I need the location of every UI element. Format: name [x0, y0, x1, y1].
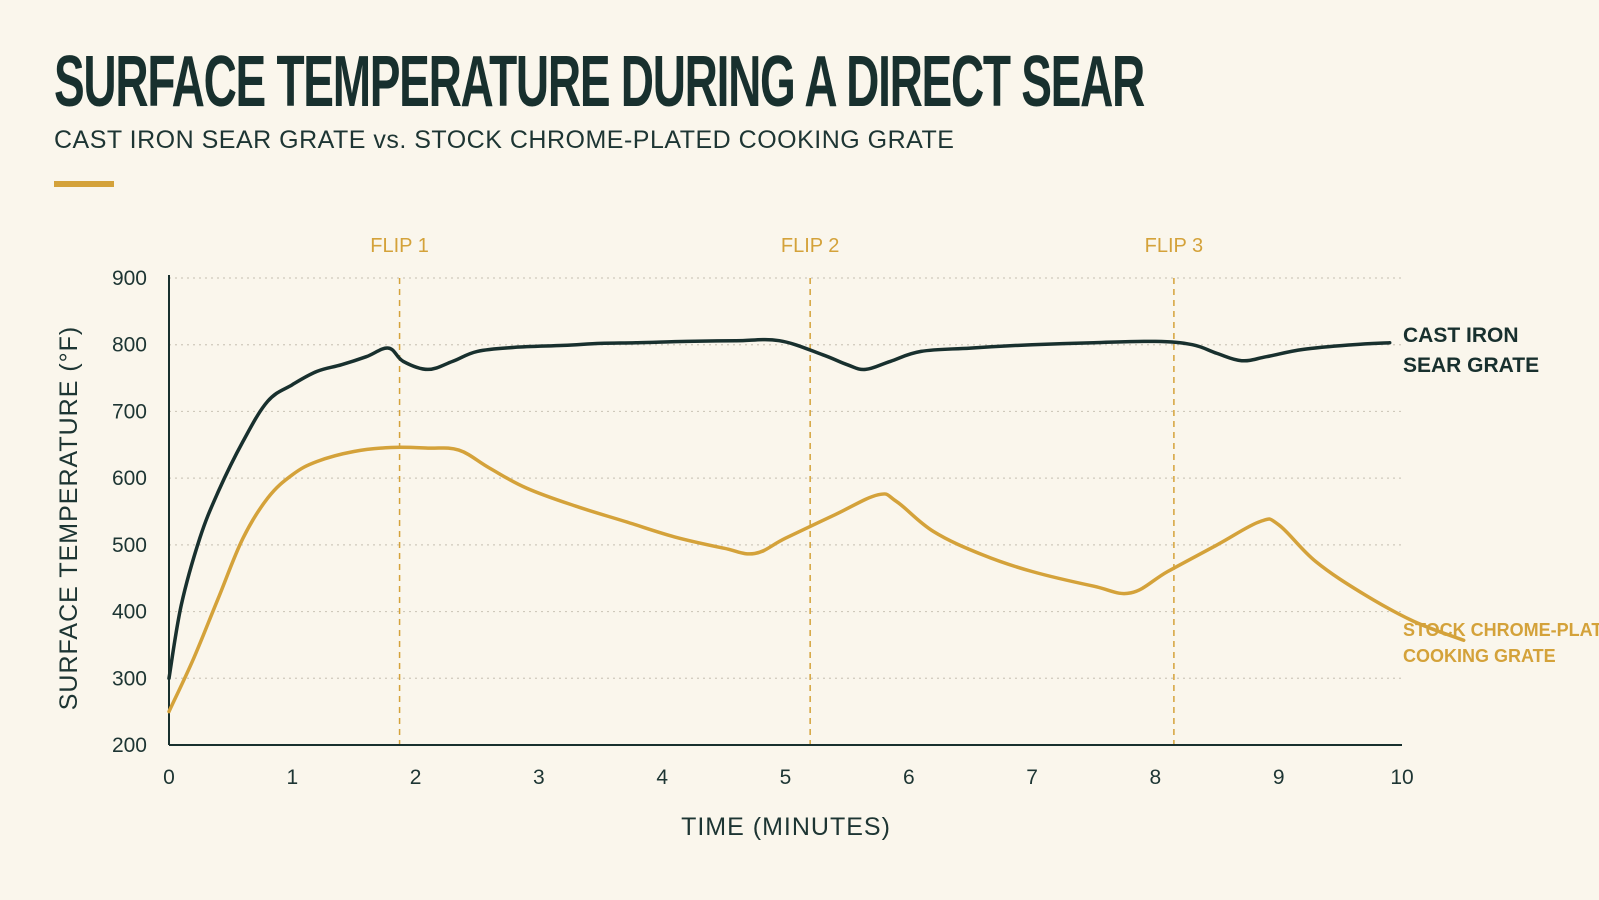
accent-bar [54, 181, 114, 187]
series-lines [167, 337, 1466, 714]
flip-markers: FLIP 1 FLIP 2 FLIP 3 [370, 235, 1203, 745]
y-tick-labels: 200 300 400 500 600 700 800 900 [112, 267, 147, 757]
y-axis-label: SURFACE TEMPERATURE (°F) [55, 326, 83, 711]
x-tick-label: 7 [1026, 766, 1038, 789]
x-tick-label: 2 [410, 766, 422, 789]
y-tick-label: 400 [112, 601, 147, 624]
x-tick-label: 9 [1273, 766, 1285, 789]
x-tick-label: 10 [1390, 766, 1413, 789]
y-tick-label: 200 [112, 734, 147, 757]
x-tick-label: 5 [780, 766, 792, 789]
legend-chrome-grate-line: STOCK CHROME-PLATED [1403, 620, 1599, 640]
legend: CAST IRON SEAR GRATE STOCK CHROME-PLATED CO… [1403, 324, 1599, 666]
legend-chrome-grate-line: COOKING GRATE [1403, 646, 1556, 666]
x-tick-label: 4 [656, 766, 668, 789]
y-tick-label: 600 [112, 467, 147, 490]
flip-label: FLIP 3 [1145, 235, 1204, 257]
y-tick-label: 500 [112, 534, 147, 557]
x-tick-labels: 0 1 2 3 4 5 6 7 8 9 10 [163, 766, 1414, 789]
legend-cast-iron-line: CAST IRON [1403, 324, 1519, 347]
x-tick-label: 1 [286, 766, 298, 789]
y-tick-label: 700 [112, 400, 147, 423]
chart-subtitle: CAST IRON SEAR GRATE vs. STOCK CHROME-PL… [54, 126, 954, 154]
legend-cast-iron-line: SEAR GRATE [1403, 354, 1539, 377]
y-tick-label: 800 [112, 334, 147, 357]
chrome-grate-series-line [167, 445, 1466, 714]
y-tick-label: 300 [112, 667, 147, 690]
y-tick-label: 900 [112, 267, 147, 290]
x-tick-label: 3 [533, 766, 545, 789]
x-tick-label: 8 [1150, 766, 1162, 789]
axes [168, 275, 1402, 746]
x-tick-label: 6 [903, 766, 915, 789]
x-axis-label: TIME (MINUTES) [681, 813, 891, 841]
flip-label: FLIP 1 [370, 235, 429, 257]
chart-title: SURFACE TEMPERATURE DURING A DIRECT SEAR [54, 42, 1145, 122]
cast-iron-series-line [167, 337, 1392, 681]
grid [169, 277, 1402, 679]
flip-label: FLIP 2 [781, 235, 840, 257]
x-tick-label: 0 [163, 766, 175, 789]
